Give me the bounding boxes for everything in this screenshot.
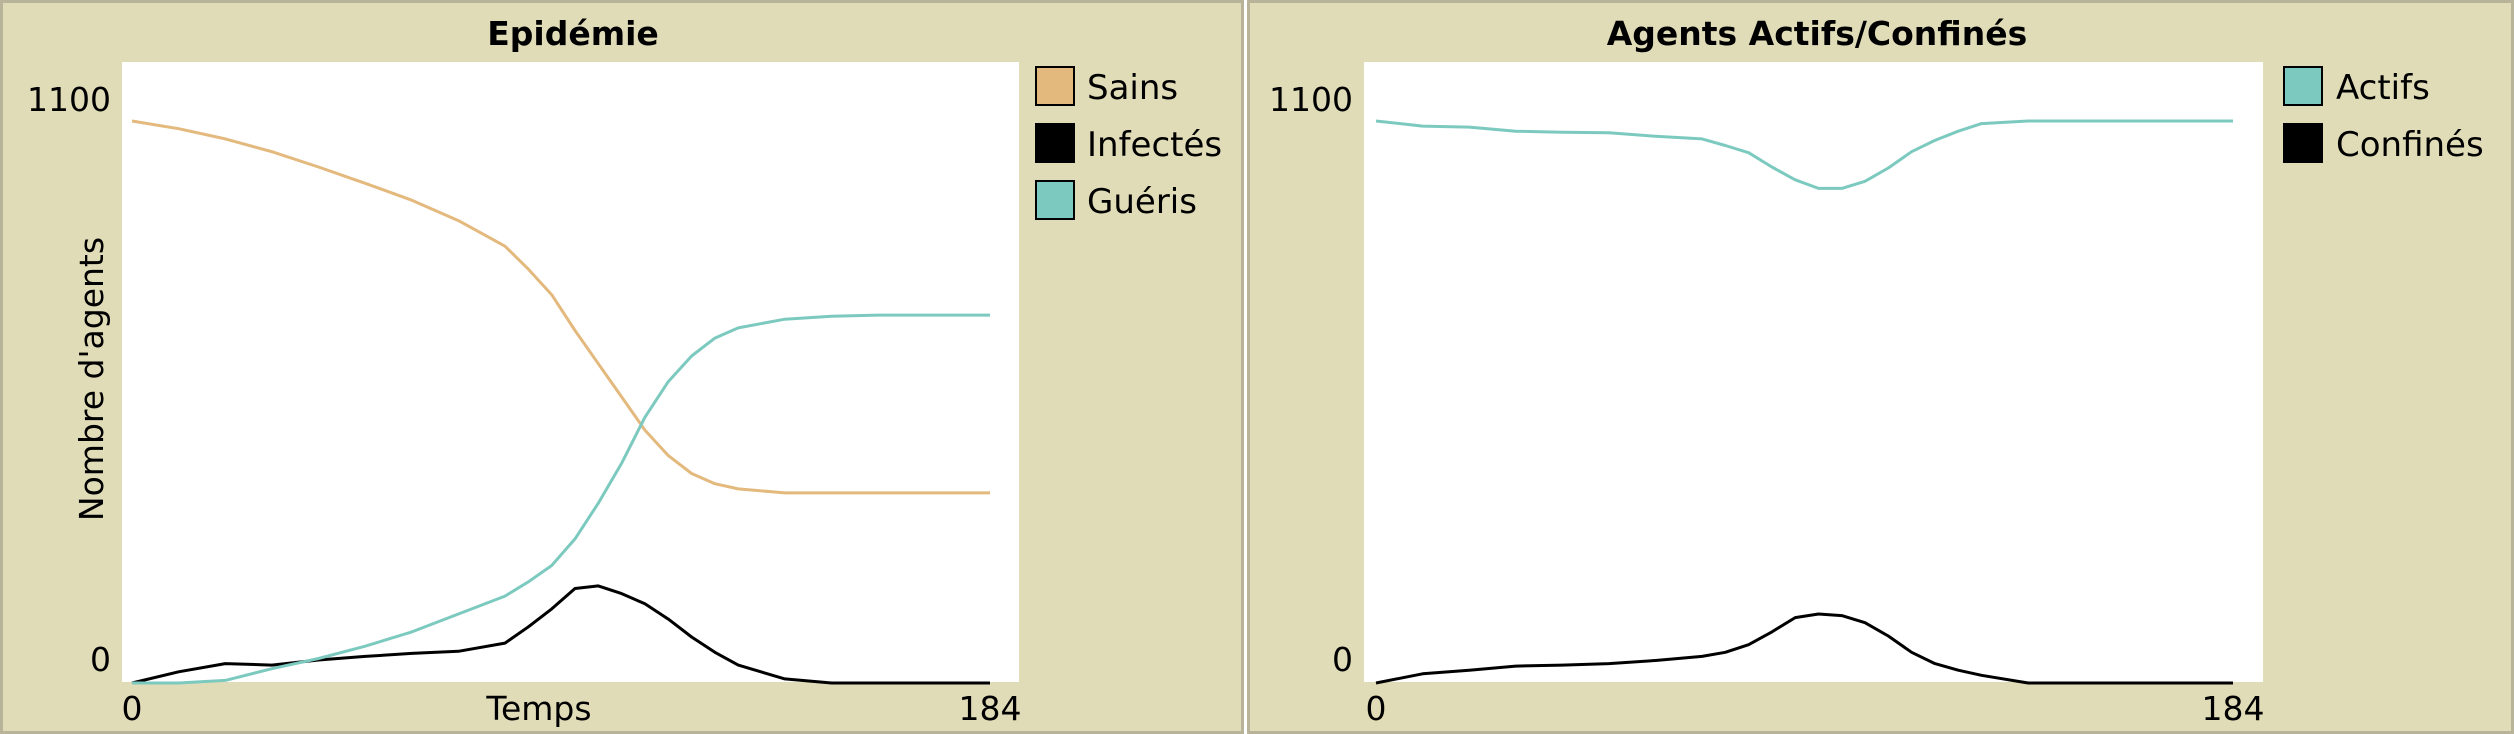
plot-area — [122, 62, 1019, 682]
legend-swatch-sains — [1035, 66, 1075, 106]
legend-label-infectes: Infectés — [1087, 125, 1222, 165]
x-axis-label: Temps — [485, 689, 591, 728]
x-tick-min: 0 — [1366, 689, 1387, 728]
legend-swatch-confines — [2283, 123, 2323, 163]
legend-label-actifs: Actifs — [2336, 68, 2430, 108]
y-tick-min: 0 — [1332, 640, 1353, 679]
x-tick-max: 184 — [959, 689, 1022, 728]
y-tick-max: 1100 — [27, 80, 111, 119]
legend-label-confines: Confinés — [2336, 125, 2484, 165]
plot-area — [1364, 62, 2263, 682]
series-line-guéris — [132, 313, 990, 685]
series-line-actifs — [1375, 119, 2233, 190]
y-axis-label: Nombre d'agents — [72, 237, 111, 521]
y-tick-min: 0 — [90, 640, 111, 679]
legend-swatch-infectes — [1035, 123, 1075, 163]
x-tick-max: 184 — [2202, 689, 2265, 728]
series-line-confinés — [1375, 612, 2233, 685]
plot-panel-agents: Agents Actifs/Confinés 1100 0 0 184 Acti… — [1247, 0, 2514, 734]
plot-title: Agents Actifs/Confinés — [1607, 14, 2028, 53]
legend-label-sains: Sains — [1087, 68, 1178, 108]
legend-label-gueris: Guéris — [1087, 182, 1197, 222]
y-tick-max: 1100 — [1269, 80, 1353, 119]
legend-swatch-gueris — [1035, 180, 1075, 220]
series-line-sains — [131, 119, 990, 495]
plot-lines — [1375, 119, 2233, 685]
plot-epidemie-svg: Epidémie 1100 0 0 184 Temps Nombre d'age… — [27, 14, 1222, 728]
legend-swatch-actifs — [2283, 66, 2323, 106]
x-tick-min: 0 — [122, 689, 143, 728]
plot-title: Epidémie — [487, 14, 659, 53]
plot-agents-svg: Agents Actifs/Confinés 1100 0 0 184 Acti… — [1269, 14, 2484, 728]
plot-lines — [131, 119, 990, 685]
plot-panel-epidemie: Epidémie 1100 0 0 184 Temps Nombre d'age… — [0, 0, 1244, 734]
